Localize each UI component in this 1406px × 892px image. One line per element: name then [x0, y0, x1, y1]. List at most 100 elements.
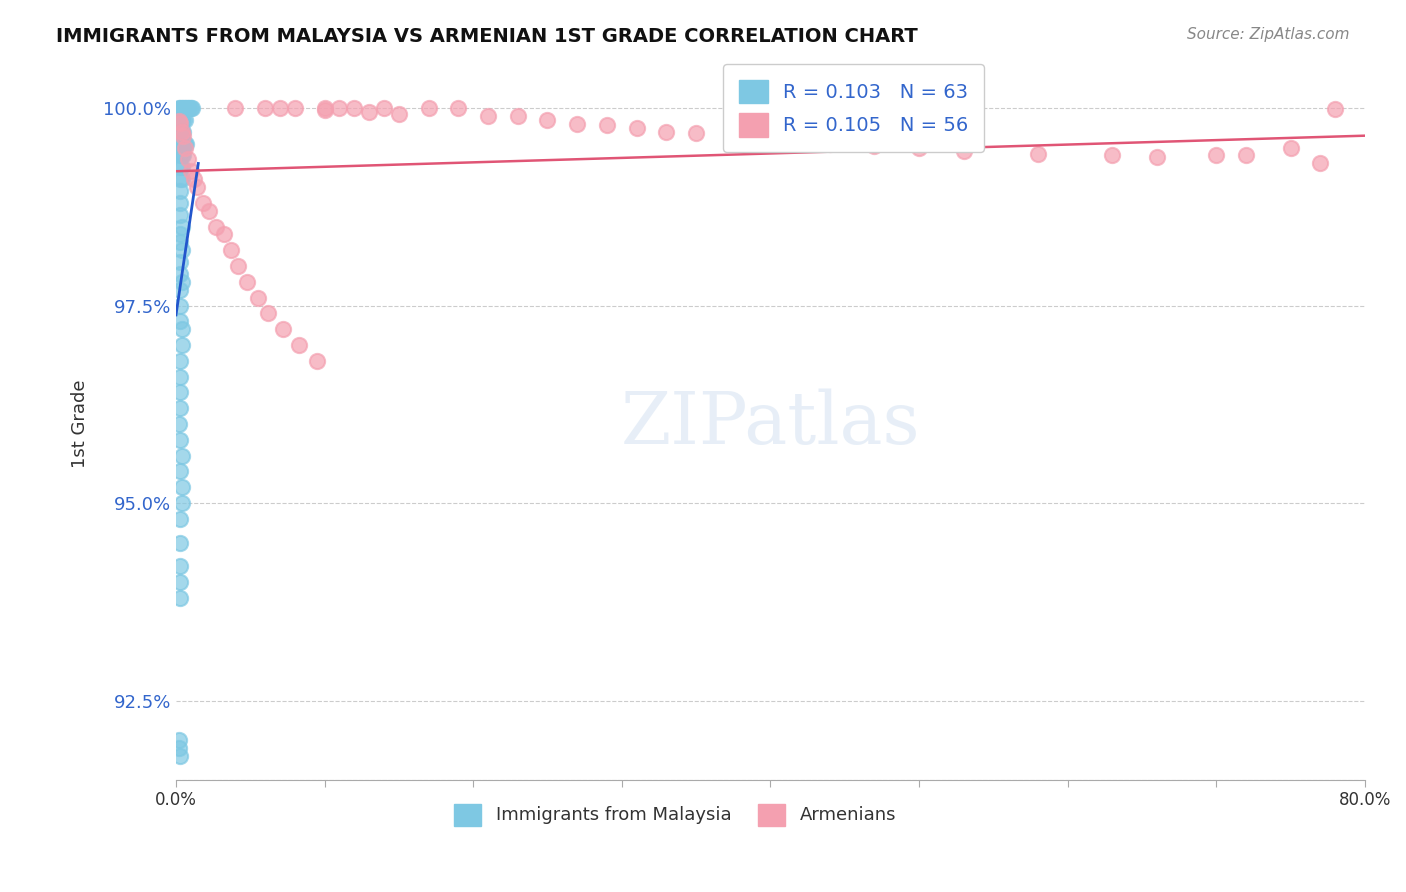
Point [169, 172, 191, 186]
Point [567, 117, 589, 131]
Point [863, 139, 886, 153]
Point [170, 449, 193, 463]
Point [169, 148, 191, 162]
Point [373, 101, 395, 115]
Y-axis label: 1st Grade: 1st Grade [72, 380, 89, 468]
Point [685, 126, 707, 140]
Point [418, 101, 440, 115]
Point [176, 101, 198, 115]
Point [170, 161, 193, 175]
Point [172, 148, 194, 162]
Point [388, 106, 411, 120]
Point [172, 128, 194, 143]
Point [655, 125, 678, 139]
Point [180, 164, 202, 178]
Point [169, 591, 191, 605]
Point [1279, 140, 1302, 154]
Point [169, 401, 191, 416]
Point [205, 219, 228, 234]
Point [174, 136, 197, 151]
Point [1026, 146, 1049, 161]
Text: ZIPatlas: ZIPatlas [620, 389, 920, 459]
Point [169, 369, 191, 384]
Point [169, 283, 191, 297]
Point [170, 112, 193, 127]
Point [177, 101, 200, 115]
Point [1101, 148, 1123, 162]
Point [169, 299, 191, 313]
Point [186, 180, 208, 194]
Point [174, 140, 197, 154]
Point [170, 219, 193, 234]
Point [952, 145, 974, 159]
Point [1146, 150, 1168, 164]
Point [169, 184, 191, 198]
Point [174, 101, 197, 115]
Point [181, 101, 204, 115]
Point [169, 465, 191, 479]
Point [169, 227, 191, 242]
Point [169, 195, 191, 210]
Point [169, 101, 191, 115]
Text: IMMIGRANTS FROM MALAYSIA VS ARMENIAN 1ST GRADE CORRELATION CHART: IMMIGRANTS FROM MALAYSIA VS ARMENIAN 1ST… [56, 27, 918, 45]
Point [246, 291, 269, 305]
Point [314, 101, 336, 115]
Point [343, 101, 366, 115]
Point [775, 135, 797, 149]
Point [169, 112, 191, 127]
Point [626, 120, 648, 135]
Point [169, 136, 191, 151]
Point [1205, 148, 1227, 162]
Point [167, 114, 190, 128]
Point [212, 227, 235, 242]
Point [288, 338, 311, 352]
Point [169, 314, 191, 328]
Point [169, 354, 191, 368]
Point [1309, 156, 1331, 170]
Point [167, 733, 190, 747]
Point [169, 161, 191, 175]
Point [191, 195, 214, 210]
Point [167, 741, 190, 756]
Point [170, 275, 193, 289]
Point [179, 101, 201, 115]
Point [169, 116, 191, 130]
Point [197, 203, 219, 218]
Point [172, 101, 194, 115]
Point [169, 559, 191, 574]
Point [257, 306, 280, 320]
Point [170, 136, 193, 151]
Point [307, 354, 329, 368]
Point [169, 235, 191, 250]
Point [170, 338, 193, 352]
Point [1324, 102, 1347, 116]
Point [172, 136, 194, 151]
Point [169, 125, 191, 139]
Point [219, 244, 242, 258]
Point [176, 136, 198, 151]
Point [284, 101, 307, 115]
Point [271, 322, 294, 336]
Point [177, 153, 200, 167]
Point [169, 255, 191, 269]
Point [167, 112, 190, 127]
Point [170, 480, 193, 494]
Text: Source: ZipAtlas.com: Source: ZipAtlas.com [1187, 27, 1350, 42]
Point [359, 105, 381, 120]
Point [170, 125, 193, 139]
Point [224, 101, 246, 115]
Point [169, 575, 191, 590]
Point [169, 208, 191, 222]
Point [228, 259, 250, 273]
Point [170, 125, 193, 139]
Point [1234, 148, 1257, 162]
Point [596, 119, 619, 133]
Point [269, 101, 291, 115]
Point [818, 136, 841, 151]
Point [169, 512, 191, 526]
Point [236, 275, 259, 289]
Point [167, 417, 190, 431]
Point [172, 112, 194, 127]
Point [180, 101, 202, 115]
Point [170, 244, 193, 258]
